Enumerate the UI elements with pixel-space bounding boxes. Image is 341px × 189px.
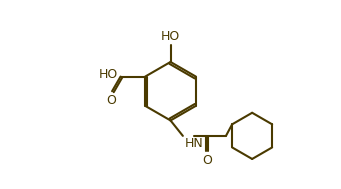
Text: O: O	[202, 154, 212, 167]
Text: HN: HN	[184, 137, 203, 150]
Text: HO: HO	[99, 68, 118, 81]
Text: O: O	[106, 94, 116, 107]
Text: HO: HO	[161, 30, 180, 43]
